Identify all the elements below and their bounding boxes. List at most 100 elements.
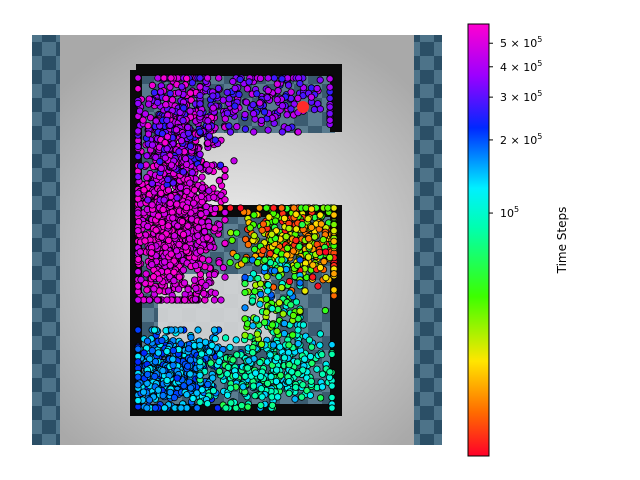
scatter-point [167,74,175,82]
scatter-point [326,75,334,83]
scatter-point [178,83,186,91]
scatter-point [295,243,303,251]
scatter-point [155,275,163,283]
scatter-point [190,199,198,207]
scatter-point [196,150,204,158]
scatter-point [134,255,142,263]
scatter-point [305,242,313,250]
goal-marker [297,101,309,113]
scatter-point [170,277,178,285]
scatter-point [288,368,296,376]
scatter-point [287,105,295,113]
scatter-point [280,214,289,222]
scatter-point [282,265,290,273]
scatter-point [300,355,309,363]
colorbar-tick-label-3: 3 × 105 [500,89,542,104]
scatter-point [164,222,172,230]
scatter-point [203,234,211,242]
colorbar: 105 2 × 105 3 × 105 4 × 105 5 × 105 Time Ste… [467,23,569,457]
scatter-point [313,84,321,93]
scatter-point [282,233,290,241]
scatter-point [326,253,334,262]
scatter-point [255,204,264,212]
scatter-point [173,200,181,208]
scatter-point [227,384,235,392]
scatter-point [157,88,165,96]
scatter-point [196,398,204,406]
scatter-point [221,216,229,224]
scatter-point [154,349,162,357]
scatter-point [183,74,191,83]
scatter-point [262,295,270,303]
scatter-point [289,331,297,339]
scatter-point [144,222,152,230]
scatter-point [307,377,315,385]
scatter-point [190,186,199,194]
scatter-point [175,285,183,293]
scatter-point [309,261,317,269]
scatter-point [204,139,212,147]
scatter-point [280,319,288,328]
scatter-point [177,137,186,145]
scatter-point [144,196,152,204]
scatter-point [151,358,160,366]
scatter-point [187,384,195,392]
scatter-point [261,256,269,264]
scatter-point [264,126,272,134]
scatter-point [287,301,295,309]
scatter-point [166,261,174,269]
scatter-point [286,289,294,297]
scatter-point [134,282,142,290]
scatter-point [256,280,265,288]
scatter-point [242,98,250,106]
scatter-point [330,221,338,229]
scatter-point [330,237,338,245]
scatter-point [179,266,187,274]
scatter-point [141,237,149,245]
scatter-point [198,184,206,192]
scatter-point [268,305,276,313]
scatter-point [307,343,316,351]
scatter-point [292,298,300,306]
scatter-point [185,235,194,243]
scatter-point [273,80,281,88]
scatter-point [211,205,219,213]
scatter-point [158,336,166,345]
scatter-point [275,299,283,307]
scatter-point [209,92,217,100]
scatter-point [151,372,159,380]
scatter-point [224,391,232,399]
scatter-point [256,300,264,308]
scatter-point [134,127,142,135]
scatter-point [262,204,270,212]
scatter-point [134,296,142,304]
scatter-point [285,377,293,386]
scatter-point [186,89,194,97]
scatter-point [304,253,313,261]
scatter-point [161,154,169,162]
scatter-point [328,350,336,358]
scatter-point [246,224,254,232]
scatter-point [196,164,204,172]
scatter-point [166,199,174,207]
scatter-point [267,372,275,381]
scatter-point [166,83,174,91]
scatter-point [270,74,278,82]
scatter-point [241,288,249,297]
scatter-point [137,275,145,284]
scatter-point [196,341,204,349]
scatter-point [196,247,205,255]
scatter-point [154,98,162,107]
scatter-point [178,218,186,226]
scatter-point [175,273,183,281]
scatter-point [158,233,166,241]
scatter-point [278,256,286,264]
scatter-point [319,236,327,244]
scatter-point [307,223,316,232]
scatter-point [236,75,244,84]
scatter-point [134,373,142,381]
scatter-point [175,240,183,249]
scatter-point [183,391,191,399]
